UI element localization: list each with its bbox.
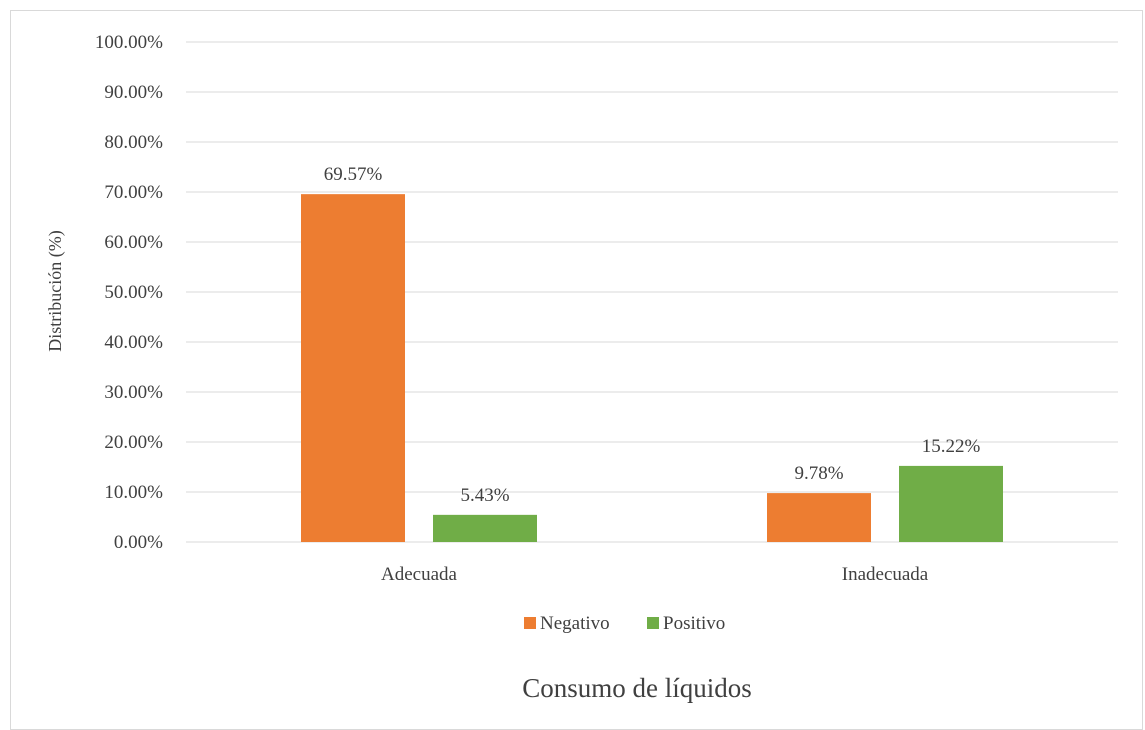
x-axis-tick-labels: Adecuada Inadecuada [381,564,929,585]
bar-chart: 0.00% 10.00% 20.00% 30.00% 40.00% 50.00% 60.00… [45,32,1118,703]
y-tick-label: 90.00% [104,82,163,103]
y-tick-label: 80.00% [104,132,163,153]
bar-negativo-adecuada[interactable] [301,194,405,542]
legend[interactable]: Negativo Positivo [524,613,725,634]
legend-swatch [647,617,659,629]
data-label: 5.43% [460,485,509,506]
y-tick-label: 20.00% [104,432,163,453]
y-axis-title: Distribución (%) [45,230,66,351]
legend-swatch [524,617,536,629]
y-tick-label: 10.00% [104,482,163,503]
y-tick-label: 30.00% [104,382,163,403]
y-tick-label: 40.00% [104,332,163,353]
y-tick-label: 100.00% [95,32,163,53]
bar-positivo-adecuada[interactable] [433,514,537,542]
x-tick-label: Adecuada [381,564,458,585]
data-label: 15.22% [922,436,981,457]
y-tick-label: 70.00% [104,182,163,203]
y-tick-label: 60.00% [104,232,163,253]
data-labels: 69.57% 5.43% 9.78% 15.22% [324,164,981,506]
bar-negativo-inadecuada[interactable] [767,493,871,542]
chart-frame [10,10,1143,730]
data-label: 9.78% [794,463,843,484]
x-axis-title: Consumo de líquidos [522,673,752,703]
bars [301,194,1003,542]
y-tick-label: 50.00% [104,282,163,303]
x-tick-label: Inadecuada [842,564,929,585]
y-axis-tick-labels: 0.00% 10.00% 20.00% 30.00% 40.00% 50.00% 60.00… [95,32,163,553]
legend-label: Positivo [663,613,725,634]
legend-item-negativo[interactable]: Negativo [524,613,610,634]
y-tick-label: 0.00% [114,532,163,553]
legend-item-positivo[interactable]: Positivo [647,613,725,634]
legend-label: Negativo [540,613,610,634]
data-label: 69.57% [324,164,383,185]
bar-positivo-inadecuada[interactable] [899,465,1003,542]
